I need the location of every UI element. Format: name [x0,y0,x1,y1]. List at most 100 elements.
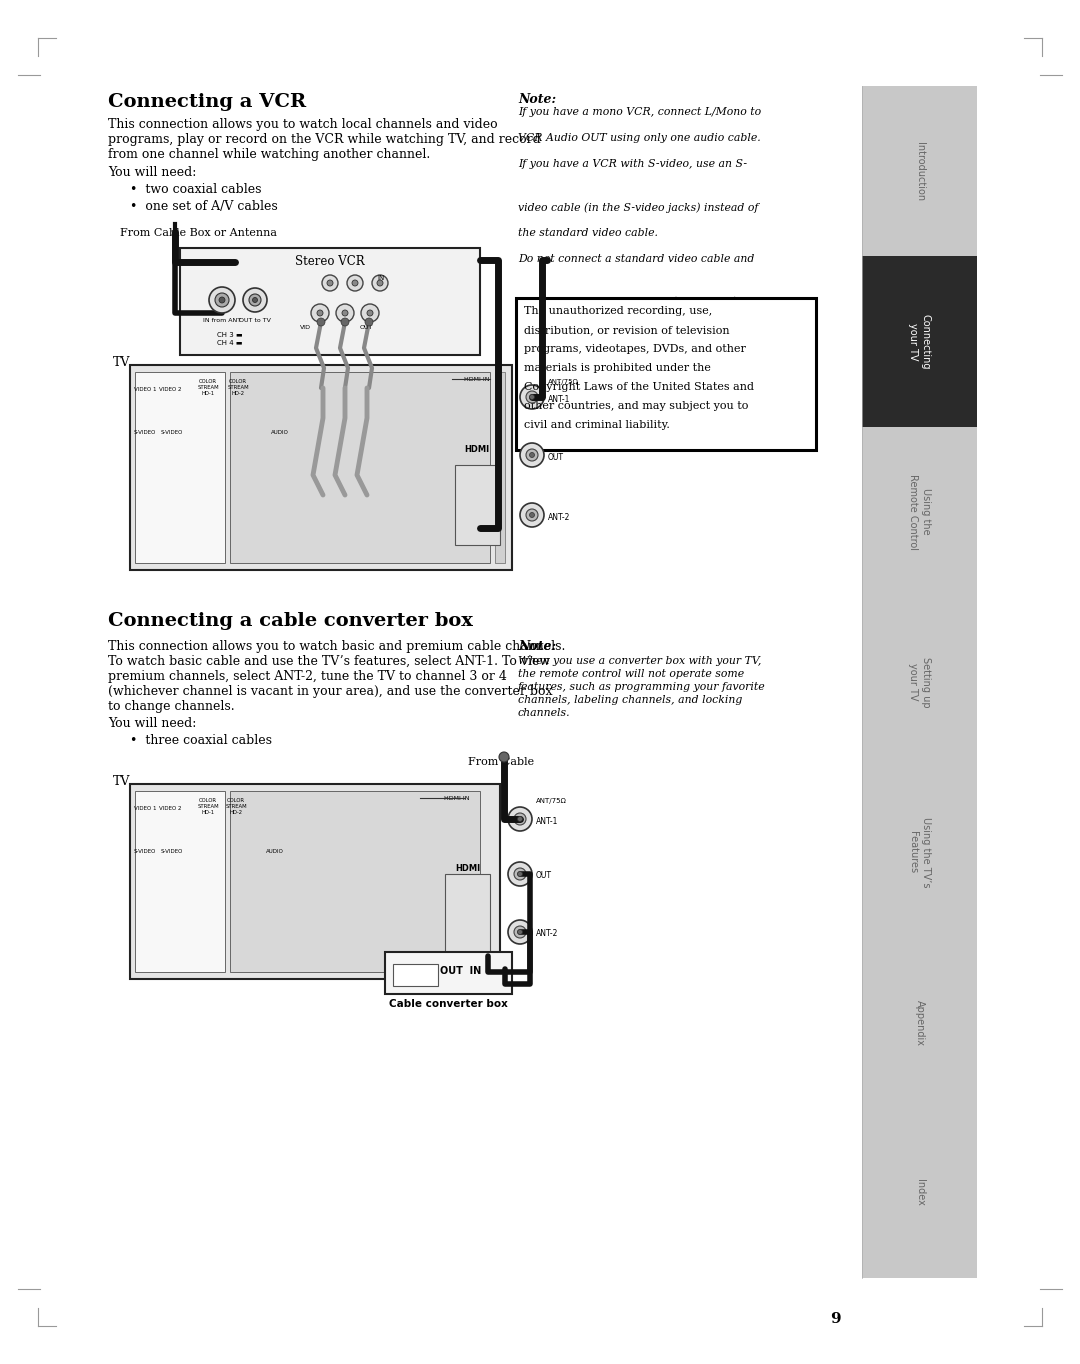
Text: OUT  IN: OUT IN [440,966,482,977]
Circle shape [341,318,349,326]
Text: This connection allows you to watch basic and premium cable channels.: This connection allows you to watch basi… [108,640,565,653]
Circle shape [311,304,329,322]
Circle shape [318,318,325,326]
Text: Note:: Note: [518,93,556,106]
Circle shape [253,297,257,303]
Text: VIDEO 2: VIDEO 2 [159,387,181,391]
Text: Cable converter box: Cable converter box [389,998,508,1009]
Circle shape [249,295,261,306]
Circle shape [367,310,373,316]
Text: the same time, or the picture performance: the same time, or the picture performanc… [518,323,754,333]
Circle shape [519,503,544,527]
Text: When you use a converter box with your TV,: When you use a converter box with your T… [518,656,761,666]
Text: other countries, and may subject you to: other countries, and may subject you to [524,401,748,411]
Text: TV: TV [113,356,131,370]
Text: HDMI: HDMI [464,445,489,454]
Circle shape [514,868,526,880]
Text: materials is prohibited under the: materials is prohibited under the [524,363,711,372]
Text: COLOR
STREAM
HD-2: COLOR STREAM HD-2 [226,798,247,814]
Circle shape [377,280,383,286]
Text: ANT/75Ω: ANT/75Ω [536,798,567,803]
Circle shape [365,318,373,326]
Circle shape [508,807,532,831]
Circle shape [499,752,509,762]
Text: S-VIDEO: S-VIDEO [134,848,157,854]
Circle shape [210,286,235,312]
Circle shape [508,919,532,944]
Bar [180,248,480,355]
Text: VIDEO 1: VIDEO 1 [134,806,157,812]
Bar [230,372,490,563]
Text: S-VIDEO: S-VIDEO [161,848,184,854]
Circle shape [519,443,544,466]
Text: IN: IN [378,276,384,281]
Circle shape [526,449,538,461]
Text: premium channels, select ANT-2, tune the TV to channel 3 or 4: premium channels, select ANT-2, tune the… [108,670,507,683]
Bar [495,372,505,563]
Text: Appendix: Appendix [915,1000,924,1046]
Text: HDMI IN: HDMI IN [445,797,470,801]
Text: The unauthorized recording, use,: The unauthorized recording, use, [524,306,712,316]
Text: programs, play or record on the VCR while watching TV, and record: programs, play or record on the VCR whil… [108,134,541,146]
Circle shape [327,280,333,286]
Circle shape [342,310,348,316]
Text: OUT: OUT [548,453,564,461]
Bar [230,791,480,973]
Bar [135,372,225,563]
Text: Connecting a VCR: Connecting a VCR [108,93,306,110]
Text: VCR Audio OUT using only one audio cable.: VCR Audio OUT using only one audio cable… [518,134,760,143]
Bar [862,427,977,597]
Text: video cable (in the S-video jacks) instead of: video cable (in the S-video jacks) inste… [518,202,758,213]
Text: IN from ANT: IN from ANT [203,318,241,323]
Text: Introduction: Introduction [915,142,924,201]
Text: COLOR
STREAM
HD-2: COLOR STREAM HD-2 [227,379,248,396]
Circle shape [514,813,526,825]
Text: Stereo VCR: Stereo VCR [295,255,365,267]
Text: S-VIDEO: S-VIDEO [161,430,184,435]
Text: COLOR
STREAM
HD-1: COLOR STREAM HD-1 [198,379,219,396]
Circle shape [215,293,229,307]
Circle shape [219,297,225,303]
Text: features, such as programming your favorite: features, such as programming your favor… [518,682,766,692]
Text: This connection allows you to watch local channels and video: This connection allows you to watch loca… [108,119,498,131]
Bar [862,597,977,767]
Text: Connecting
your TV: Connecting your TV [908,314,931,370]
Circle shape [526,391,538,402]
Text: You will need:: You will need: [108,166,197,179]
Bar [135,791,225,973]
Text: Do not connect a standard video cable and: Do not connect a standard video cable an… [518,254,754,265]
Circle shape [526,509,538,521]
Circle shape [529,453,535,457]
Text: distribution, or revision of television: distribution, or revision of television [524,325,730,336]
Text: OUT: OUT [536,872,552,881]
Text: ANT-2: ANT-2 [536,929,558,938]
Bar [862,767,977,937]
Bar [455,465,500,546]
Bar [862,1108,977,1278]
Circle shape [517,817,523,821]
Text: from one channel while watching another channel.: from one channel while watching another … [108,149,430,161]
Text: From Cable: From Cable [468,757,535,767]
Bar [130,784,500,979]
Bar [393,964,438,986]
Circle shape [336,304,354,322]
Text: Connecting a cable converter box: Connecting a cable converter box [108,612,473,630]
Text: the remote control will not operate some: the remote control will not operate some [518,668,744,679]
Text: TV: TV [113,775,131,788]
Text: Index: Index [915,1180,924,1206]
Bar [516,297,816,450]
Text: Using the
Remote Control: Using the Remote Control [908,473,931,550]
Text: To watch basic cable and use the TV’s features, select ANT-1. To view: To watch basic cable and use the TV’s fe… [108,655,550,668]
Text: •  two coaxial cables: • two coaxial cables [130,183,261,196]
Text: Setting up
your TV: Setting up your TV [908,656,931,708]
Text: AUDIO: AUDIO [266,848,284,854]
Bar [862,86,977,256]
Circle shape [514,926,526,938]
Text: If you have a mono VCR, connect L/Mono to: If you have a mono VCR, connect L/Mono t… [518,106,761,117]
Text: VID: VID [300,325,311,330]
Circle shape [318,310,323,316]
Circle shape [517,929,523,934]
Circle shape [529,394,535,400]
Text: civil and criminal liability.: civil and criminal liability. [524,420,670,430]
Bar [445,874,490,953]
